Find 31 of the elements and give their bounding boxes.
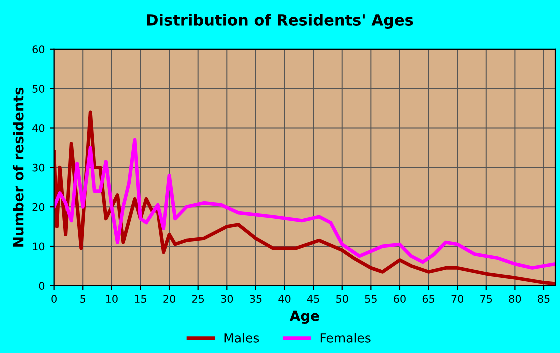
legend-label: Females [320, 333, 371, 343]
x-tick-label: 75 [480, 295, 492, 304]
x-tick-label: 50 [336, 295, 348, 304]
x-tick-label: 80 [509, 295, 522, 304]
y-tick-label: 60 [32, 46, 45, 54]
legend-label: Males [224, 333, 260, 343]
x-tick-label: 20 [164, 295, 176, 304]
y-tick-label: 0 [39, 282, 45, 290]
x-tick-label: 55 [365, 295, 377, 304]
x-tick-label: 35 [250, 295, 262, 304]
y-axis-title: Number of residents [13, 88, 24, 247]
x-tick-label: 5 [80, 295, 86, 304]
x-tick-label: 10 [106, 295, 118, 304]
y-tick-label: 30 [32, 164, 45, 172]
y-tick-label: 10 [33, 242, 45, 251]
line-series [54, 138, 556, 270]
x-tick-label: 40 [278, 295, 291, 304]
y-tick-label: 20 [32, 203, 45, 212]
y-tick-label: 50 [32, 85, 45, 93]
y-tick-label: 40 [32, 124, 45, 132]
x-tick-label: 25 [192, 295, 204, 304]
x-tick-label: 65 [422, 295, 434, 304]
x-tick-label: 15 [135, 295, 146, 304]
x-tick-label: 0 [52, 295, 57, 304]
chart-title: Distribution of Residents' Ages [147, 14, 414, 30]
x-tick-label: 60 [394, 295, 406, 304]
x-tick-label: 70 [452, 295, 464, 304]
x-tick-label: 85 [538, 295, 550, 304]
x-tick-label: 30 [221, 295, 234, 304]
x-axis-title: Age [290, 310, 320, 324]
x-tick-label: 45 [307, 295, 320, 304]
